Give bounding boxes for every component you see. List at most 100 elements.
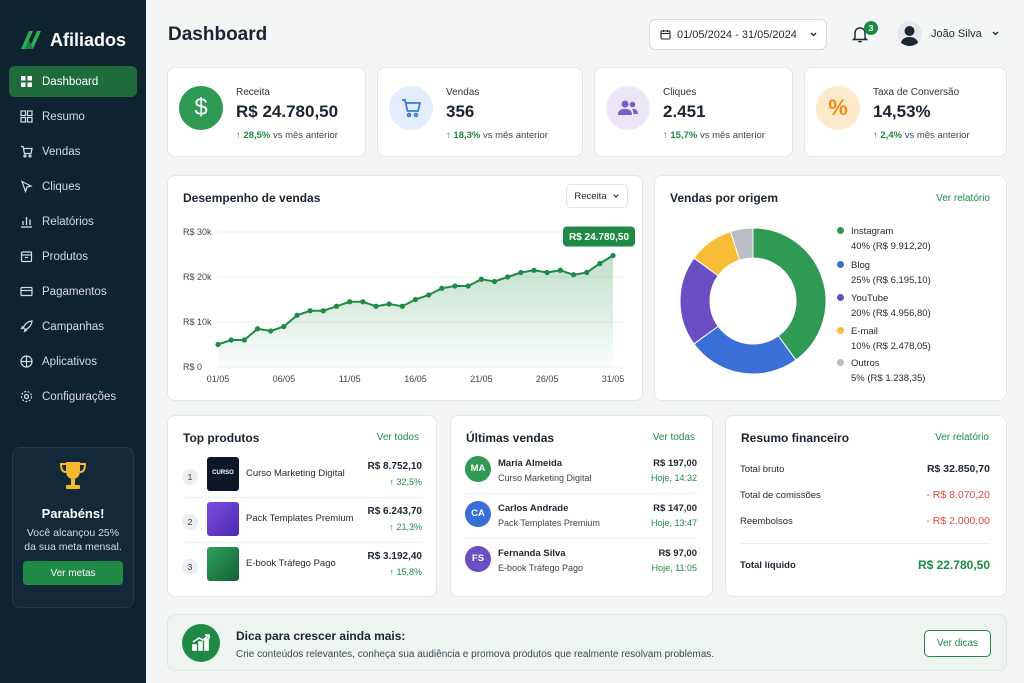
sale-time: Hoje, 14:32 <box>650 473 697 483</box>
x-tick-label: 06/05 <box>273 374 296 384</box>
kpi-label: Cliques <box>663 87 697 98</box>
data-point <box>228 337 234 343</box>
sidebar-item-relatorios[interactable]: Relatórios <box>9 206 137 237</box>
financial-title: Resumo financeiro <box>741 431 850 445</box>
user-name: João Silva <box>931 27 982 40</box>
data-point <box>439 285 445 291</box>
sidebar-item-label: Vendas <box>42 145 81 158</box>
x-tick-label: 11/05 <box>339 374 361 384</box>
data-point <box>399 303 405 309</box>
user-menu[interactable]: João Silva <box>897 21 1000 46</box>
financial-report-link[interactable]: Ver relatório <box>935 432 989 443</box>
sidebar-item-cliques[interactable]: Cliques <box>9 171 137 202</box>
cart-icon <box>389 86 433 130</box>
divider <box>182 542 422 543</box>
value-badge-label: R$ 24.780,50 <box>569 232 629 243</box>
sale-row[interactable]: MA Maria Almeida Curso Marketing Digital… <box>465 456 697 492</box>
gross-label: Total bruto <box>740 464 785 475</box>
kpi-value: 14,53% <box>873 102 931 121</box>
product-delta: ↑ 15,8% <box>389 567 422 577</box>
legend-dot <box>837 359 844 366</box>
data-point <box>268 328 274 334</box>
product-name: E-book Tráfego Pago <box>246 558 336 569</box>
sidebar-item-resumo[interactable]: Resumo <box>9 101 137 132</box>
y-tick-label: R$ 0 <box>183 362 202 372</box>
sale-row[interactable]: CA Carlos Andrade Pack Templates Premium… <box>465 501 697 537</box>
kpi-card-conversao: % Taxa de Conversão 14,53% ↑ 2,4% vs mês… <box>804 67 1007 157</box>
user-silhouette-icon <box>900 26 919 46</box>
kpi-label: Taxa de Conversão <box>873 87 960 98</box>
kpi-card-vendas: Vendas 356 ↑ 18,3% vs mês anterior <box>377 67 583 157</box>
sale-product: E-book Tráfego Pago <box>498 563 584 573</box>
data-point <box>373 303 379 309</box>
sale-row[interactable]: FS Fernanda Silva E-book Tráfego Pago R$… <box>465 546 697 582</box>
gear-icon <box>20 390 33 403</box>
box-icon <box>20 251 33 263</box>
date-range-value: 01/05/2024 - 31/05/2024 <box>677 28 797 41</box>
donut-slice-outros[interactable] <box>729 227 754 261</box>
product-thumbnail <box>207 547 239 581</box>
view-all-sales-link[interactable]: Ver todas <box>652 432 695 443</box>
bell-icon[interactable] <box>852 25 868 43</box>
financial-summary-card: Resumo financeiro Ver relatório Total br… <box>725 415 1007 597</box>
data-point <box>386 301 392 307</box>
divider <box>465 538 697 539</box>
y-tick-label: R$ 30k <box>183 227 212 237</box>
product-delta: ↑ 21,3% <box>389 522 422 532</box>
top-products-title: Top produtos <box>183 431 260 445</box>
logo[interactable]: Afiliados <box>0 0 146 58</box>
data-point <box>360 299 366 305</box>
growth-tip-banner: Dica para crescer ainda mais: Crie conte… <box>167 614 1007 671</box>
product-name: Curso Marketing Digital <box>246 468 345 479</box>
product-row[interactable]: 1 CURSO Curso Marketing Digital R$ 8.752… <box>182 457 422 501</box>
brand-name: Afiliados <box>50 29 127 50</box>
refunds-value: - R$ 2.000,00 <box>926 515 990 527</box>
data-point <box>412 296 419 303</box>
recent-sales-card: Últimas vendas Ver todas MA Maria Almeid… <box>450 415 713 597</box>
sidebar-item-produtos[interactable]: Produtos <box>9 241 137 272</box>
data-point <box>320 308 326 314</box>
tip-text: Crie conteúdos relevantes, conheça sua a… <box>236 649 715 660</box>
data-point <box>241 337 247 343</box>
sidebar-item-aplicativos[interactable]: Aplicativos <box>9 346 137 377</box>
legend-item-outros: Outros 5% (R$ 1.238,35) <box>837 356 925 386</box>
sidebar-item-label: Produtos <box>42 250 89 263</box>
sidebar-item-label: Pagamentos <box>42 285 107 298</box>
recent-sales-title: Últimas vendas <box>466 431 555 445</box>
legend-dot <box>837 294 844 301</box>
calendar-icon <box>660 30 671 40</box>
sale-value: R$ 97,00 <box>658 548 697 559</box>
sidebar-item-vendas[interactable]: Vendas <box>9 136 137 167</box>
data-point <box>281 323 287 330</box>
sales-chart-title: Desempenho de vendas <box>183 191 321 205</box>
commission-value: - R$ 8.070,20 <box>926 489 990 501</box>
product-thumbnail <box>207 502 239 536</box>
percent-icon: % <box>816 86 860 130</box>
product-row[interactable]: 2 Pack Templates Premium R$ 6.243,70 ↑ 2… <box>182 502 422 546</box>
sale-value: R$ 147,00 <box>653 503 697 514</box>
sidebar-item-dashboard[interactable]: Dashboard <box>9 66 137 97</box>
grid-icon <box>21 76 32 87</box>
gross-value: R$ 32.850,70 <box>926 463 990 475</box>
sale-value: R$ 197,00 <box>653 458 697 469</box>
origin-report-link[interactable]: Ver relatório <box>936 193 990 204</box>
sidebar-item-pagamentos[interactable]: Pagamentos <box>9 276 137 307</box>
view-goals-button[interactable]: Ver metas <box>23 561 123 585</box>
metric-dropdown[interactable]: Receita <box>566 184 628 208</box>
sidebar-item-campanhas[interactable]: Campanhas <box>9 311 137 342</box>
buyer-name: Carlos Andrade <box>498 503 569 514</box>
view-tips-button[interactable]: Ver dicas <box>924 630 991 657</box>
rank-badge: 2 <box>182 514 198 530</box>
data-point <box>452 283 458 289</box>
logo-icon <box>21 31 41 49</box>
date-range-picker[interactable]: 01/05/2024 - 31/05/2024 <box>649 19 827 50</box>
donut-slice-instagram[interactable] <box>752 227 827 361</box>
data-point <box>215 341 221 348</box>
y-tick-label: R$ 20k <box>183 272 212 282</box>
view-all-products-link[interactable]: Ver todos <box>376 432 419 443</box>
product-row[interactable]: 3 E-book Tráfego Pago R$ 3.192,40 ↑ 15,8… <box>182 547 422 591</box>
sidebar-item-configuracoes[interactable]: Configurações <box>9 381 137 412</box>
sidebar-item-label: Configurações <box>42 390 117 403</box>
data-point <box>491 278 498 285</box>
users-icon <box>606 86 650 130</box>
